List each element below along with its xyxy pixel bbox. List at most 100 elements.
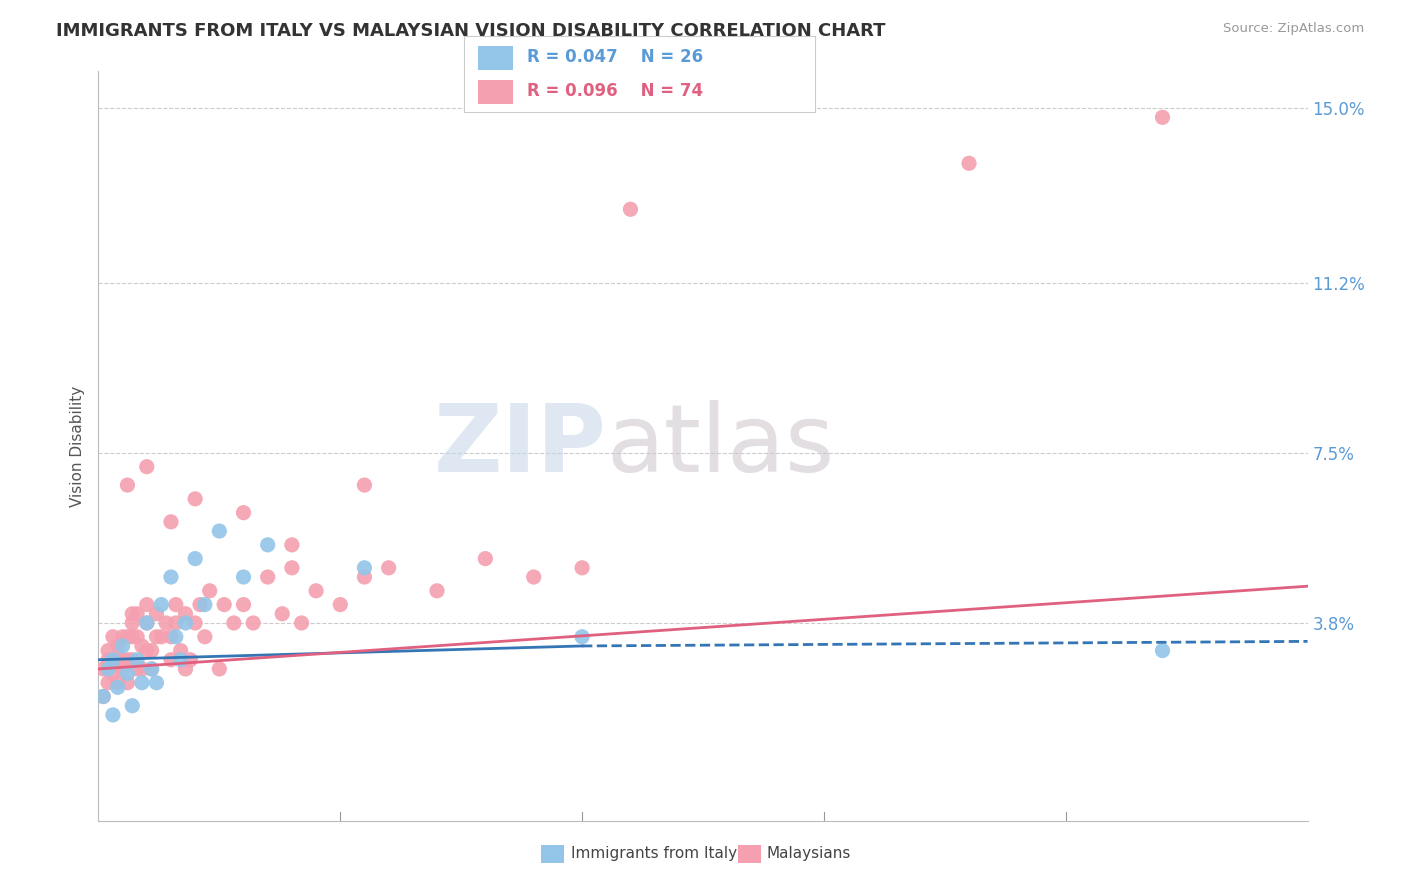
Point (135, 459, 157, 474)
Text: R = 0.096    N = 74: R = 0.096 N = 74 (527, 82, 703, 100)
Y-axis label: Vision Disability: Vision Disability (69, 385, 84, 507)
Point (111, 639, 134, 653)
Point (194, 630, 217, 644)
Point (184, 615, 207, 630)
Point (222, 615, 245, 630)
Point (353, 570, 375, 584)
Point (121, 615, 143, 630)
Point (131, 662, 153, 676)
Point (107, 639, 129, 653)
Point (174, 615, 197, 630)
Point (232, 506, 254, 520)
Point (91, 690, 114, 704)
Point (212, 598, 235, 612)
Point (121, 607, 143, 621)
Point (165, 615, 187, 630)
Point (97, 653, 120, 667)
Text: R = 0.047    N = 26: R = 0.047 N = 26 (527, 48, 703, 66)
Point (160, 653, 183, 667)
Point (117, 675, 139, 690)
Point (117, 666, 139, 681)
Point (169, 653, 191, 667)
Point (290, 615, 312, 630)
Point (127, 653, 149, 667)
Point (117, 478, 139, 492)
Point (179, 653, 201, 667)
Point (117, 653, 139, 667)
Point (165, 598, 187, 612)
Point (91, 690, 114, 704)
Point (256, 538, 278, 552)
Point (141, 662, 163, 676)
Point (474, 551, 496, 566)
Point (523, 570, 546, 584)
Point (101, 653, 124, 667)
Point (141, 662, 163, 676)
Point (208, 524, 231, 538)
FancyBboxPatch shape (478, 45, 513, 70)
Point (121, 698, 143, 713)
Point (135, 615, 157, 630)
Point (97, 662, 120, 676)
Point (169, 643, 191, 657)
Point (426, 583, 449, 598)
Point (305, 583, 328, 598)
Point (101, 653, 124, 667)
Point (174, 662, 197, 676)
Point (135, 643, 157, 657)
Point (101, 630, 124, 644)
Point (232, 598, 254, 612)
Point (256, 570, 278, 584)
Point (107, 653, 129, 667)
Point (194, 598, 217, 612)
Point (131, 639, 153, 653)
Text: Immigrants from Italy: Immigrants from Italy (571, 847, 737, 861)
Point (208, 662, 231, 676)
Point (91, 662, 114, 676)
Point (281, 538, 304, 552)
Point (165, 630, 187, 644)
Point (111, 630, 134, 644)
Point (127, 607, 149, 621)
Point (1152, 643, 1174, 657)
Point (150, 598, 173, 612)
Point (141, 643, 163, 657)
Point (117, 630, 139, 644)
Point (619, 202, 641, 217)
Point (150, 630, 173, 644)
Point (155, 615, 177, 630)
Point (97, 643, 120, 657)
Text: Malaysians: Malaysians (766, 847, 851, 861)
Point (184, 491, 207, 506)
Point (160, 515, 183, 529)
Point (353, 561, 375, 575)
Point (281, 561, 304, 575)
Point (329, 598, 352, 612)
Point (174, 607, 197, 621)
Point (160, 570, 183, 584)
Point (97, 675, 120, 690)
Point (957, 156, 980, 170)
Point (111, 653, 134, 667)
Point (571, 561, 593, 575)
Point (107, 681, 129, 695)
Text: IMMIGRANTS FROM ITALY VS MALAYSIAN VISION DISABILITY CORRELATION CHART: IMMIGRANTS FROM ITALY VS MALAYSIAN VISIO… (56, 22, 886, 40)
Point (145, 630, 167, 644)
Point (127, 630, 149, 644)
Text: atlas: atlas (606, 400, 835, 492)
Text: Source: ZipAtlas.com: Source: ZipAtlas.com (1223, 22, 1364, 36)
Point (188, 598, 211, 612)
FancyBboxPatch shape (478, 79, 513, 104)
Point (232, 570, 254, 584)
Point (111, 662, 134, 676)
Point (127, 662, 149, 676)
Point (135, 598, 157, 612)
Point (184, 551, 207, 566)
Point (271, 607, 294, 621)
Point (145, 607, 167, 621)
Point (101, 707, 124, 722)
Point (1152, 111, 1174, 125)
Point (121, 630, 143, 644)
Point (571, 630, 593, 644)
Point (198, 583, 221, 598)
